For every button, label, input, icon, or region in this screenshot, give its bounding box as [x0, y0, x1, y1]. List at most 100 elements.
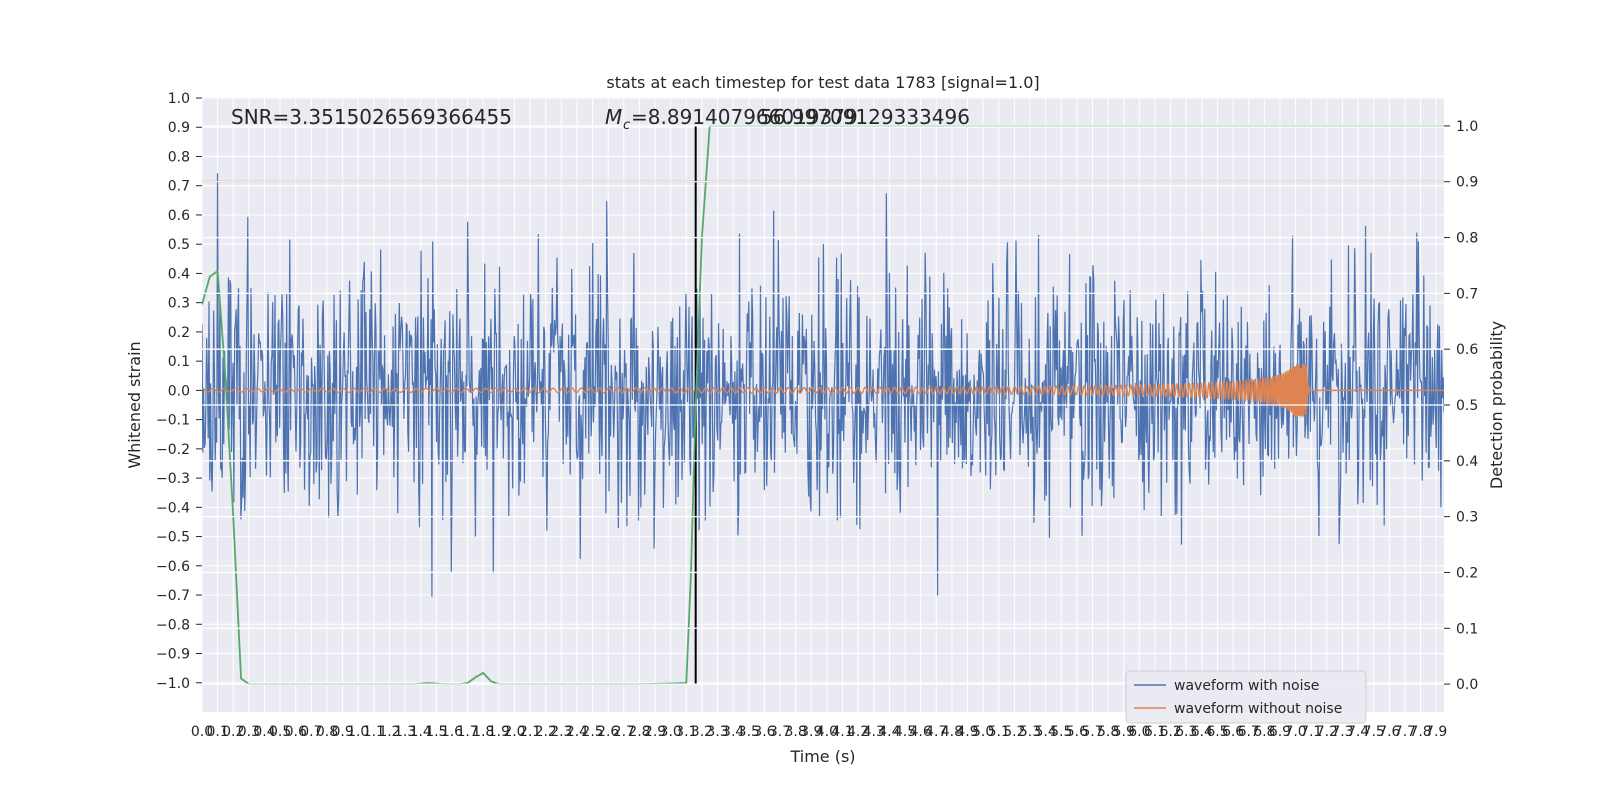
- x-tick-label: 6.9: [1269, 724, 1291, 740]
- x-tick-label: 5.7: [1081, 724, 1103, 740]
- x-tick-label: 7.5: [1363, 724, 1385, 740]
- x-tick-label: 4.5: [894, 724, 916, 740]
- x-tick-label: 1.8: [472, 724, 494, 740]
- legend-label-clean: waveform without noise: [1174, 701, 1342, 717]
- legend-box: [1125, 670, 1367, 724]
- x-tick-label: 6.0: [1128, 724, 1150, 740]
- x-tick-label: 2.9: [644, 724, 666, 740]
- y2-tick-label: 0.0: [1456, 677, 1478, 693]
- x-tick-label: 1.1: [363, 724, 385, 740]
- x-tick-label: 5.4: [1034, 724, 1056, 740]
- x-tick-label: 6.6: [1222, 724, 1244, 740]
- x-tick-label: 0.2: [222, 724, 244, 740]
- y2-tick-label: 1.0: [1456, 119, 1478, 135]
- mc-annotation-overlap: 56.99709129333496: [760, 105, 970, 129]
- y2-tick-label: 0.4: [1456, 454, 1478, 470]
- x-tick-label: 7.6: [1378, 724, 1400, 740]
- x-tick-label: 0.9: [331, 724, 353, 740]
- x-tick-label: 0.0: [191, 724, 213, 740]
- chart-title: stats at each timestep for test data 178…: [606, 73, 1039, 92]
- x-tick-label: 2.1: [519, 724, 541, 740]
- x-tick-label: 1.3: [394, 724, 416, 740]
- x-tick-label: 1.6: [441, 724, 463, 740]
- x-tick-label: 6.3: [1175, 724, 1197, 740]
- y-tick-label: 0.8: [168, 149, 190, 165]
- x-tick-label: 7.0: [1284, 724, 1306, 740]
- y2-tick-label: 0.8: [1456, 231, 1478, 247]
- x-tick-label: 3.0: [660, 724, 682, 740]
- y2-tick-label: 0.2: [1456, 565, 1478, 581]
- y2-tick-label: 0.9: [1456, 175, 1478, 191]
- x-tick-label: 5.8: [1097, 724, 1119, 740]
- y2-tick-label: 0.7: [1456, 286, 1478, 302]
- x-tick-label: 0.3: [238, 724, 260, 740]
- series-waveform-without-noise: [202, 364, 1444, 417]
- x-tick-label: 3.1: [675, 724, 697, 740]
- x-tick-label: 5.0: [972, 724, 994, 740]
- y-axis-ticks: 1.0 0.9 0.8 0.7 0.6 0.5 0.4 0.3 0.2 0.1 0.0 −0.1 −0.…: [156, 91, 202, 692]
- x-tick-label: 3.9: [800, 724, 822, 740]
- y2-tick-label: 0.5: [1456, 398, 1478, 414]
- x-tick-label: 5.6: [1066, 724, 1088, 740]
- x-tick-label: 3.7: [769, 724, 791, 740]
- x-tick-label: 2.3: [550, 724, 572, 740]
- y-tick-label: −0.4: [156, 500, 190, 516]
- x-tick-label: 3.8: [785, 724, 807, 740]
- x-tick-label: 7.8: [1409, 724, 1431, 740]
- x-tick-label: 4.6: [910, 724, 932, 740]
- x-tick-label: 0.5: [269, 724, 291, 740]
- x-tick-label: 0.7: [300, 724, 322, 740]
- x-tick-label: 2.2: [535, 724, 557, 740]
- mc-annotation-value: =8.891407966019379: [631, 105, 858, 129]
- x-tick-label: 7.3: [1331, 724, 1353, 740]
- y-tick-label: −0.8: [156, 617, 190, 633]
- x-tick-label: 3.4: [722, 724, 744, 740]
- y-tick-label: −0.3: [156, 471, 190, 487]
- y-tick-label: 0.9: [168, 120, 190, 136]
- x-tick-label: 6.1: [1144, 724, 1166, 740]
- y-tick-label: 1.0: [168, 91, 190, 107]
- x-tick-label: 3.5: [738, 724, 760, 740]
- x-tick-label: 4.0: [816, 724, 838, 740]
- snr-annotation: SNR=3.3515026569366455: [231, 105, 512, 129]
- x-tick-label: 0.1: [206, 724, 228, 740]
- x-tick-label: 7.2: [1316, 724, 1338, 740]
- x-tick-label: 3.6: [753, 724, 775, 740]
- y2-tick-label: 0.3: [1456, 510, 1478, 526]
- x-tick-label: 1.7: [456, 724, 478, 740]
- y-tick-label: 0.4: [168, 266, 190, 282]
- x-tick-label: 0.6: [285, 724, 307, 740]
- y-tick-label: 0.1: [168, 354, 190, 370]
- y-tick-label: −0.5: [156, 530, 190, 546]
- x-tick-label: 1.2: [378, 724, 400, 740]
- x-tick-label: 7.4: [1347, 724, 1369, 740]
- x-tick-label: 4.9: [956, 724, 978, 740]
- x-tick-label: 0.8: [316, 724, 338, 740]
- x-axis-ticks: 0.00.10.20.30.40.50.60.70.80.91.01.11.21…: [191, 724, 1447, 740]
- y2-axis-label: Detection probability: [1487, 321, 1506, 489]
- x-tick-label: 2.7: [613, 724, 635, 740]
- y2-axis-ticks: 1.0 0.9 0.8 0.7 0.6 0.5 0.4 0.3 0.2 0.1 0.0: [1444, 119, 1478, 693]
- y-tick-label: 0.5: [168, 237, 190, 253]
- x-tick-label: 4.4: [878, 724, 900, 740]
- y-tick-label: −0.9: [156, 647, 190, 663]
- x-tick-label: 7.1: [1300, 724, 1322, 740]
- x-tick-label: 5.2: [1003, 724, 1025, 740]
- y-tick-label: −0.1: [156, 413, 190, 429]
- x-tick-label: 5.3: [1019, 724, 1041, 740]
- y-tick-label: −0.7: [156, 588, 190, 604]
- y-tick-label: 0.6: [168, 208, 190, 224]
- y-tick-label: 0.2: [168, 325, 190, 341]
- y-tick-label: 0.3: [168, 296, 190, 312]
- x-tick-label: 5.1: [988, 724, 1010, 740]
- x-tick-label: 1.5: [425, 724, 447, 740]
- x-tick-label: 2.5: [581, 724, 603, 740]
- x-tick-label: 2.6: [597, 724, 619, 740]
- y2-tick-label: 0.6: [1456, 342, 1478, 358]
- mc-annotation-symbol: M: [605, 105, 622, 129]
- x-tick-label: 5.5: [1050, 724, 1072, 740]
- x-tick-label: 6.2: [1159, 724, 1181, 740]
- y-tick-label: 0.0: [168, 383, 190, 399]
- x-tick-label: 2.4: [566, 724, 588, 740]
